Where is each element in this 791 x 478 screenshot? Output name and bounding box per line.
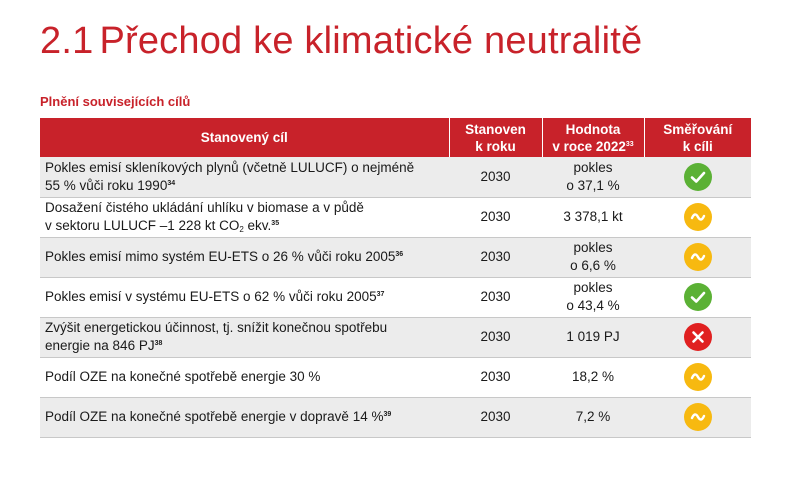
header-value: Hodnota v roce 202233 [542, 118, 645, 157]
goal-cell: Pokles emisí v systému EU-ETS o 62 % vůč… [40, 277, 449, 318]
table-row: Podíl OZE na konečné spotřebě energie v … [40, 397, 751, 438]
check-icon [683, 283, 712, 311]
header-goal: Stanovený cíl [40, 118, 450, 157]
page-title: 2.1 Přechod ke klimatické neutralitě [40, 20, 642, 63]
table-caption: Plnění souvisejících cílů [40, 94, 191, 109]
status-cell [644, 317, 751, 358]
value-cell: 3 378,1 kt [542, 197, 644, 238]
goal-cell: Dosažení čistého ukládání uhlíku v bioma… [40, 197, 449, 238]
header-year: Stanoven k roku [449, 118, 543, 157]
wave-icon [683, 203, 712, 231]
goal-cell: Podíl OZE na konečné spotřebě energie v … [40, 397, 449, 438]
table-row: Zvýšit energetickou účinnost, tj. snížit… [40, 317, 751, 358]
status-cell [644, 397, 751, 438]
goals-table: Stanovený cíl Stanoven k roku Hodnota v ro… [40, 118, 751, 438]
status-cell [644, 157, 751, 198]
year-cell: 2030 [449, 197, 542, 238]
status-cell [644, 357, 751, 398]
section-title: Přechod ke klimatické neutralitě [99, 20, 643, 62]
goal-cell: Podíl OZE na konečné spotřebě energie 30… [40, 357, 449, 398]
wave-icon [683, 363, 712, 391]
value-cell: 18,2 % [542, 357, 644, 398]
year-cell: 2030 [449, 157, 542, 198]
year-cell: 2030 [449, 237, 542, 278]
check-icon [683, 162, 712, 191]
cross-icon [683, 323, 712, 351]
wave-icon [683, 403, 712, 431]
table-row: Dosažení čistého ukládání uhlíku v bioma… [40, 197, 751, 238]
status-cell [644, 197, 751, 238]
header-status: Směřování k cíli [644, 118, 751, 157]
year-cell: 2030 [449, 357, 542, 398]
table-row: Pokles emisí v systému EU-ETS o 62 % vůč… [40, 277, 751, 318]
value-cell: pokles o 6,6 % [542, 237, 644, 278]
table-row: Pokles emisí mimo systém EU-ETS o 26 % v… [40, 237, 751, 278]
year-cell: 2030 [449, 277, 542, 318]
goal-cell: Pokles emisí skleníkových plynů (včetně … [40, 157, 449, 198]
status-cell [644, 237, 751, 278]
year-cell: 2030 [449, 397, 542, 438]
table-row: Podíl OZE na konečné spotřebě energie 30… [40, 357, 751, 398]
value-cell: 1 019 PJ [542, 317, 644, 358]
goal-cell: Pokles emisí mimo systém EU-ETS o 26 % v… [40, 237, 449, 278]
wave-icon [683, 243, 712, 271]
table-header-row: Stanovený cíl Stanoven k roku Hodnota v ro… [40, 118, 751, 157]
value-cell: pokles o 37,1 % [542, 157, 644, 198]
year-cell: 2030 [449, 317, 542, 358]
goal-cell: Zvýšit energetickou účinnost, tj. snížit… [40, 317, 449, 358]
status-cell [644, 277, 751, 318]
value-cell: pokles o 43,4 % [542, 277, 644, 318]
table-row: Pokles emisí skleníkových plynů (včetně … [40, 157, 751, 198]
section-number: 2.1 [40, 20, 94, 62]
value-cell: 7,2 % [542, 397, 644, 438]
